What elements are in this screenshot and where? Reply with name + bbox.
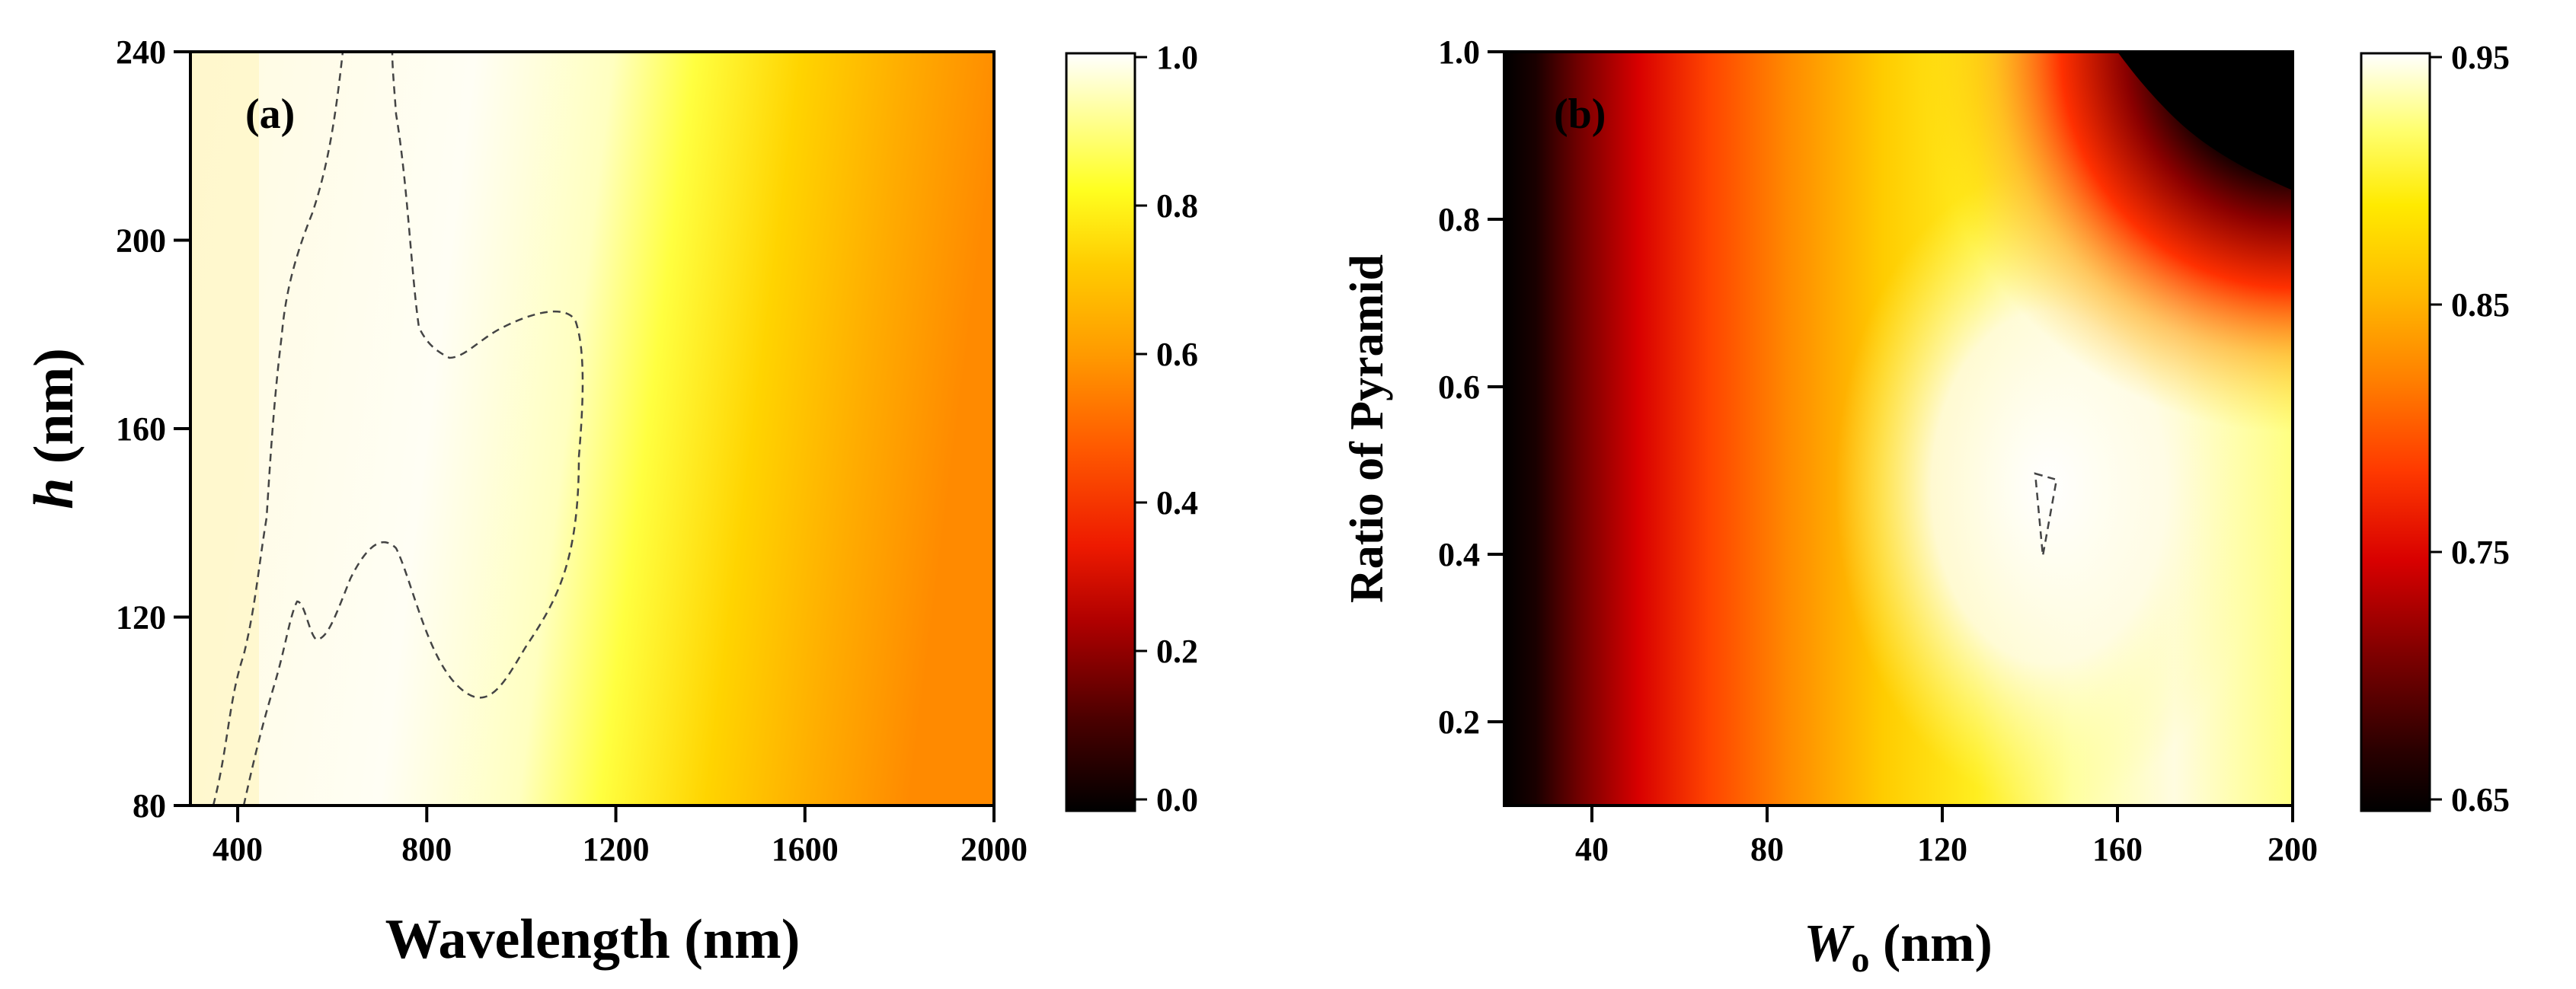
colorbar-tick-label: 0.75 [2451, 534, 2510, 571]
y-tick-label: 0.8 [1438, 201, 1480, 238]
panel-a-colorbar-ticks: 0.0 0.2 0.4 0.6 0.8 1.0 [1135, 39, 1198, 818]
colorbar-tick-label: 0.85 [2451, 286, 2510, 324]
panel-a: (a) 400 800 1200 1600 2000 80 120 160 200 240 Wav… [23, 33, 1198, 971]
panel-b-colorbar-ticks: 0.65 0.75 0.85 0.95 [2430, 39, 2510, 818]
x-tick-label: 400 [213, 831, 263, 868]
x-tick-label: 1600 [772, 831, 839, 868]
y-tick-label: 0.4 [1438, 536, 1480, 573]
x-tick-label: 160 [2092, 831, 2143, 868]
panel-b-axes: 40 80 120 160 200 0.2 0.4 0.6 0.8 1.0 [1438, 33, 2318, 868]
colorbar-tick-label: 0.2 [1156, 633, 1198, 670]
contour-line [242, 52, 584, 806]
panel-a-x-axis-label: Wavelength (nm) [385, 908, 801, 971]
x-tick-label: 1200 [583, 831, 650, 868]
colorbar-tick-label: 0.6 [1156, 336, 1198, 373]
x-tick-label: 2000 [960, 831, 1028, 868]
panel-b: (b) 40 80 120 160 200 0.2 0.4 0.6 0.8 1.0 Wo (nm)… [1341, 33, 2510, 980]
panel-a-y-axis-label: h (nm) [23, 348, 85, 509]
panel-a-label: (a) [245, 91, 295, 138]
y-tick-label: 120 [116, 599, 166, 636]
y-tick-label: 0.6 [1438, 368, 1480, 406]
x-tick-label: 40 [1575, 831, 1609, 868]
colorbar-tick-label: 0.95 [2451, 39, 2510, 76]
panel-a-field [190, 52, 994, 806]
x-tick-label: 200 [2268, 831, 2318, 868]
x-tick-label: 120 [1917, 831, 1967, 868]
colorbar-tick-label: 0.0 [1156, 781, 1198, 818]
y-tick-label: 1.0 [1438, 33, 1480, 71]
colorbar-tick-label: 1.0 [1156, 39, 1198, 76]
panel-a-axes: 400 800 1200 1600 2000 80 120 160 200 240 [116, 33, 1028, 868]
colorbar-tick-label: 0.65 [2451, 781, 2510, 818]
panel-b-label: (b) [1554, 91, 1606, 138]
y-tick-label: 0.2 [1438, 703, 1480, 741]
x-tick-label: 800 [401, 831, 452, 868]
colorbar-tick-label: 0.4 [1156, 484, 1198, 522]
panel-b-colorbar [2360, 52, 2431, 812]
panel-b-y-axis-label: Ratio of Pyramid [1341, 254, 1393, 603]
x-tick-label: 80 [1750, 831, 1784, 868]
colorbar-tick-label: 0.8 [1156, 187, 1198, 225]
panel-b-x-axis-label: Wo (nm) [1804, 914, 1993, 980]
y-tick-label: 200 [116, 222, 166, 260]
y-tick-label: 240 [116, 33, 166, 71]
panel-a-colorbar [1065, 52, 1136, 812]
y-tick-label: 80 [133, 787, 166, 825]
contour-line [212, 52, 344, 806]
y-tick-label: 160 [116, 410, 166, 448]
